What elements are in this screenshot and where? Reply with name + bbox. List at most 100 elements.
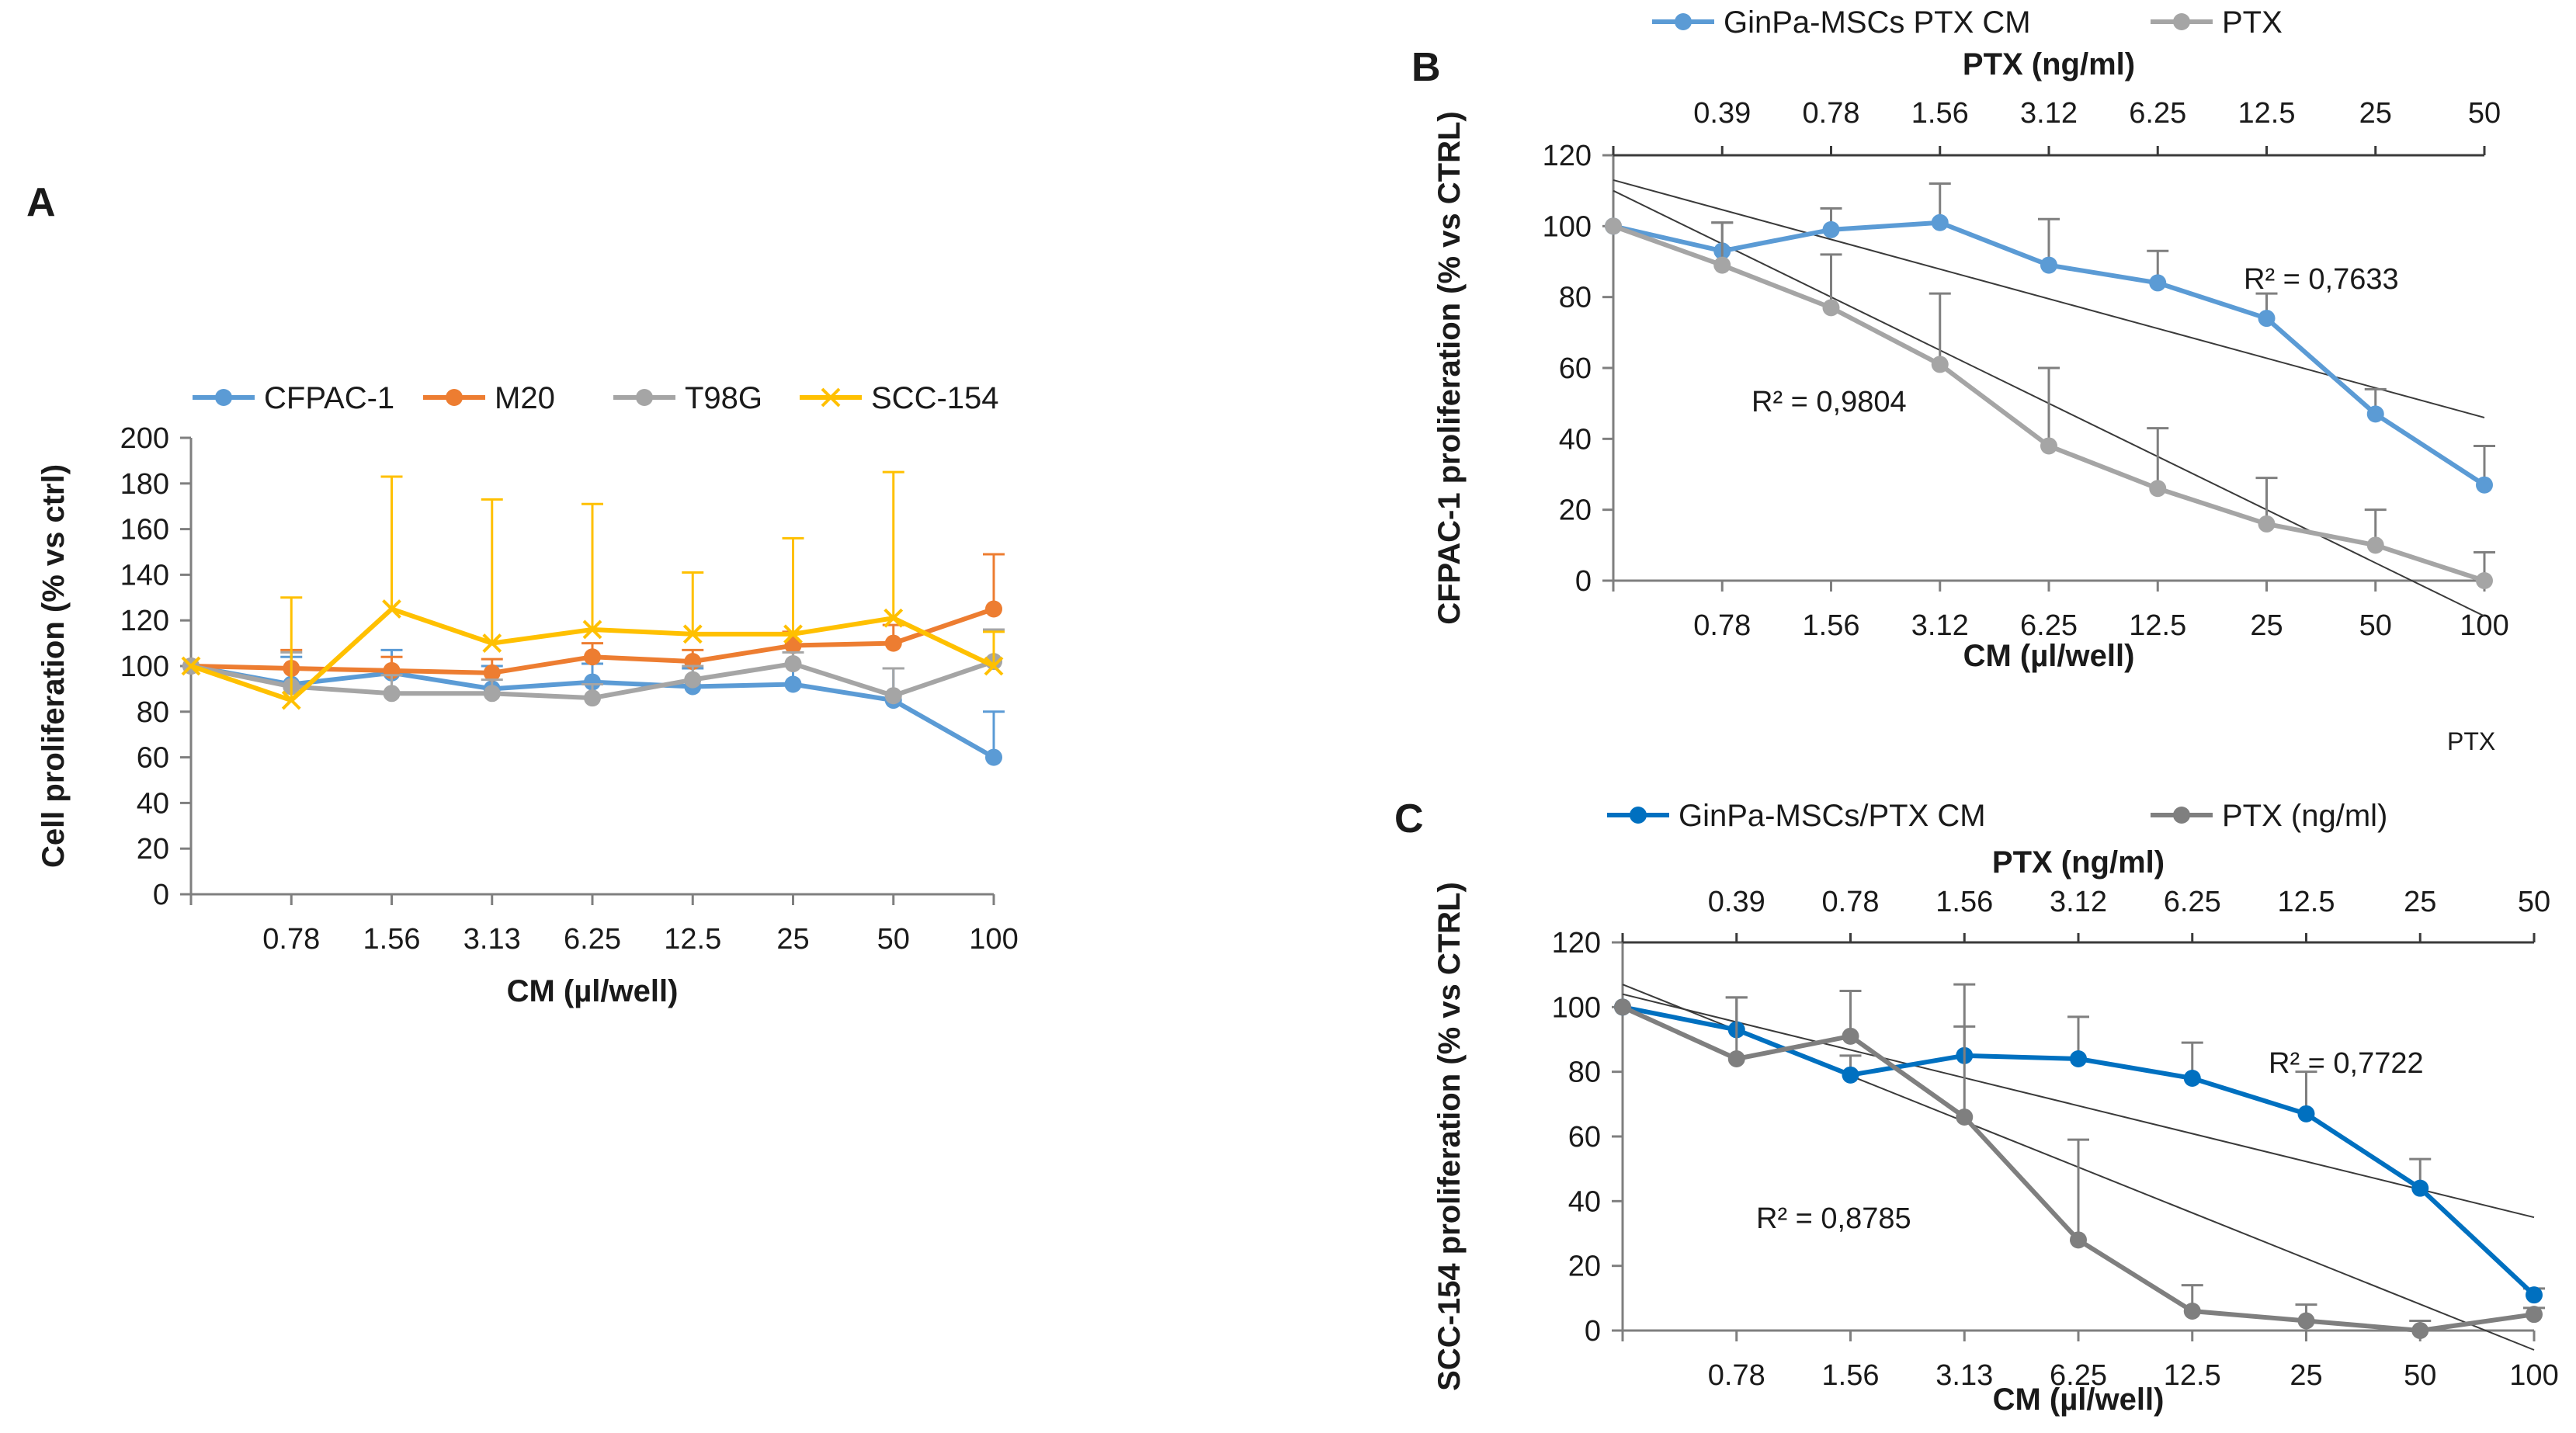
y-tick-label: 80 (1568, 1057, 1601, 1089)
data-point (2297, 1312, 2315, 1330)
x2-axis-title: PTX (ng/ml) (1992, 845, 2165, 880)
y-tick-label: 180 (120, 468, 169, 501)
x-tick-label: 0.78 (1708, 1359, 1765, 1392)
data-point (2070, 1231, 2087, 1249)
y-axis-title: SCC-154 proliferation (% vs CTRL) (1432, 882, 1467, 1391)
x-tick-label: 12.5 (2129, 609, 2186, 642)
data-point (181, 656, 201, 676)
legend-label: SCC-154 (871, 381, 999, 415)
y-tick-label: 120 (120, 605, 169, 637)
data-point (2149, 274, 2167, 292)
trendline (1622, 993, 2535, 1219)
x-tick-label: 3.13 (463, 923, 521, 956)
data-point (2526, 1286, 2543, 1304)
data-point (1727, 1050, 1745, 1067)
panel-letter-a: A (26, 180, 56, 225)
data-point (985, 600, 1002, 618)
x2-tick-label: 0.78 (1803, 97, 1860, 130)
y-tick-label: 100 (1552, 991, 1601, 1024)
chart-panel-c: 0 20 40 60 80 100 120 0.78 1.56 3.13 6.25 12.5 25 50 1… (1432, 799, 2559, 1417)
data-point (1931, 213, 1949, 231)
data-point (1931, 356, 1949, 373)
legend-swatch-marker (1630, 807, 1647, 824)
y-tick-label: 60 (1568, 1121, 1601, 1154)
data-point (584, 689, 601, 707)
x-tick-label: 6.25 (564, 923, 621, 956)
y-tick-label: 80 (137, 696, 169, 729)
data-point (1842, 1066, 1859, 1084)
x-tick-label: 50 (877, 923, 910, 956)
legend-swatch-marker (1675, 13, 1692, 30)
series-ptx (1605, 217, 2495, 589)
y-tick-label: 100 (120, 651, 169, 683)
x-tick-label: 6.25 (2050, 1359, 2107, 1392)
x2-tick-label: 1.56 (1911, 97, 1969, 130)
y-tick-label: 40 (137, 787, 169, 820)
data-point (584, 648, 601, 666)
x2-tick-label: 0.78 (1822, 886, 1880, 918)
data-point (2366, 405, 2384, 423)
x2-tick-label: 12.5 (2278, 886, 2335, 918)
x-tick-label: 12.5 (2164, 1359, 2221, 1392)
y-axis-title: Cell proliferation (% vs ctrl) (36, 464, 71, 868)
x2-tick-label: 3.12 (2050, 886, 2107, 918)
data-point (1956, 1109, 1974, 1126)
data-point (2070, 1050, 2087, 1067)
data-point (281, 690, 301, 710)
y-tick-label: 40 (1559, 423, 1592, 456)
legend-label: GinPa-MSCs PTX CM (1724, 5, 2031, 40)
r2-label: R² = 0,9804 (1751, 386, 1907, 418)
panel-letter-c: C (1394, 796, 1424, 841)
x2-tick-label: 0.39 (1708, 886, 1765, 918)
y-tick-label: 40 (1568, 1185, 1601, 1218)
y-tick-label: 20 (1568, 1251, 1601, 1283)
x2-tick-label: 6.25 (2164, 886, 2221, 918)
data-point (984, 656, 1004, 676)
data-point (2476, 572, 2493, 589)
data-point (1614, 998, 1631, 1016)
x-axis-title: CM (µl/well) (1993, 1383, 2165, 1417)
x2-tick-label: 25 (2404, 886, 2436, 918)
y-tick-label: 20 (137, 833, 169, 866)
data-point (884, 608, 904, 628)
data-point (2366, 536, 2384, 554)
x-tick-label: 25 (2290, 1359, 2322, 1392)
x-tick-label: 50 (2404, 1359, 2436, 1392)
chart-panel-b: 0 20 40 60 80 100 120 0.78 1.56 3.12 6.25 12.5 25 50 1… (1432, 5, 2509, 673)
x-tick-label: 1.56 (1822, 1359, 1880, 1392)
x-tick-label: 100 (2460, 609, 2508, 642)
data-point (1822, 220, 1840, 238)
x2-tick-label: 6.25 (2129, 97, 2186, 130)
data-point (2526, 1306, 2543, 1324)
x-tick-label: 3.13 (1935, 1359, 1993, 1392)
legend-swatch-marker (446, 389, 463, 406)
data-point (584, 673, 601, 691)
data-point (582, 619, 602, 640)
data-point (2258, 310, 2276, 328)
data-point (985, 748, 1002, 766)
r2-label: R² = 0,8785 (1756, 1202, 1911, 1235)
data-point (482, 633, 502, 654)
y-tick-label: 0 (1585, 1315, 1601, 1348)
x-tick-label: 1.56 (363, 923, 421, 956)
series-ginpa-mscs-ptx-cm (1605, 182, 2495, 494)
data-point (2411, 1179, 2429, 1197)
x-tick-label: 100 (969, 923, 1018, 956)
data-point (1605, 217, 1622, 235)
data-point (784, 675, 802, 693)
data-point (784, 655, 802, 673)
data-point (1713, 256, 1731, 274)
chart-panel-a: 0 20 40 60 80 100 120 140 160 180 200 0.78 1.56 3.13 6… (36, 381, 1019, 1008)
data-point (2149, 480, 2167, 498)
data-point (2183, 1070, 2201, 1087)
x-tick-label: 50 (2359, 609, 2392, 642)
x-tick-label: 1.56 (1803, 609, 1860, 642)
y-tick-label: 60 (137, 742, 169, 775)
y-tick-label: 0 (153, 879, 169, 911)
x2-tick-label: 50 (2468, 97, 2501, 130)
x-axis-title: CM (µl/well) (1963, 639, 2135, 673)
y-tick-label: 0 (1575, 565, 1592, 598)
data-point (783, 624, 803, 644)
data-point (2258, 515, 2276, 533)
